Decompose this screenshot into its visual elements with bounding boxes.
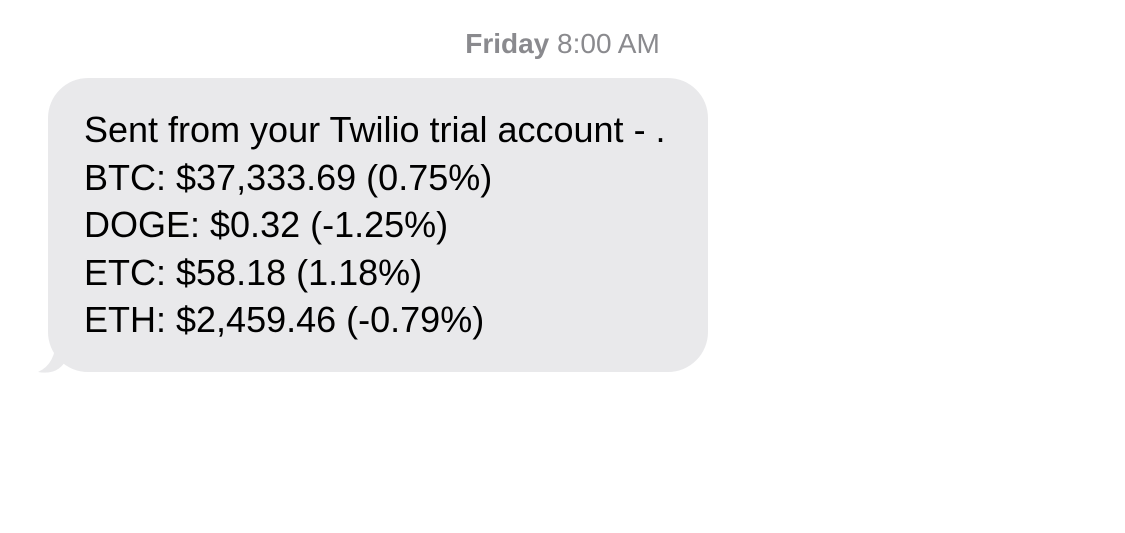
bubble-tail-icon [38,338,74,374]
message-line: ETC: $58.18 (1.18%) [84,252,422,293]
message-line: ETH: $2,459.46 (-0.79%) [84,299,484,340]
message-text: Sent from your Twilio trial account - . … [84,106,672,344]
message-timestamp: Friday 8:00 AM [0,0,1125,78]
message-row: Sent from your Twilio trial account - . … [0,78,1125,372]
message-line: BTC: $37,333.69 (0.75%) [84,157,492,198]
timestamp-time: 8:00 AM [557,28,660,59]
message-prefix: Sent from your Twilio trial account - . [84,109,666,150]
message-line: DOGE: $0.32 (-1.25%) [84,204,448,245]
timestamp-day: Friday [465,28,549,59]
incoming-message-bubble[interactable]: Sent from your Twilio trial account - . … [48,78,708,372]
